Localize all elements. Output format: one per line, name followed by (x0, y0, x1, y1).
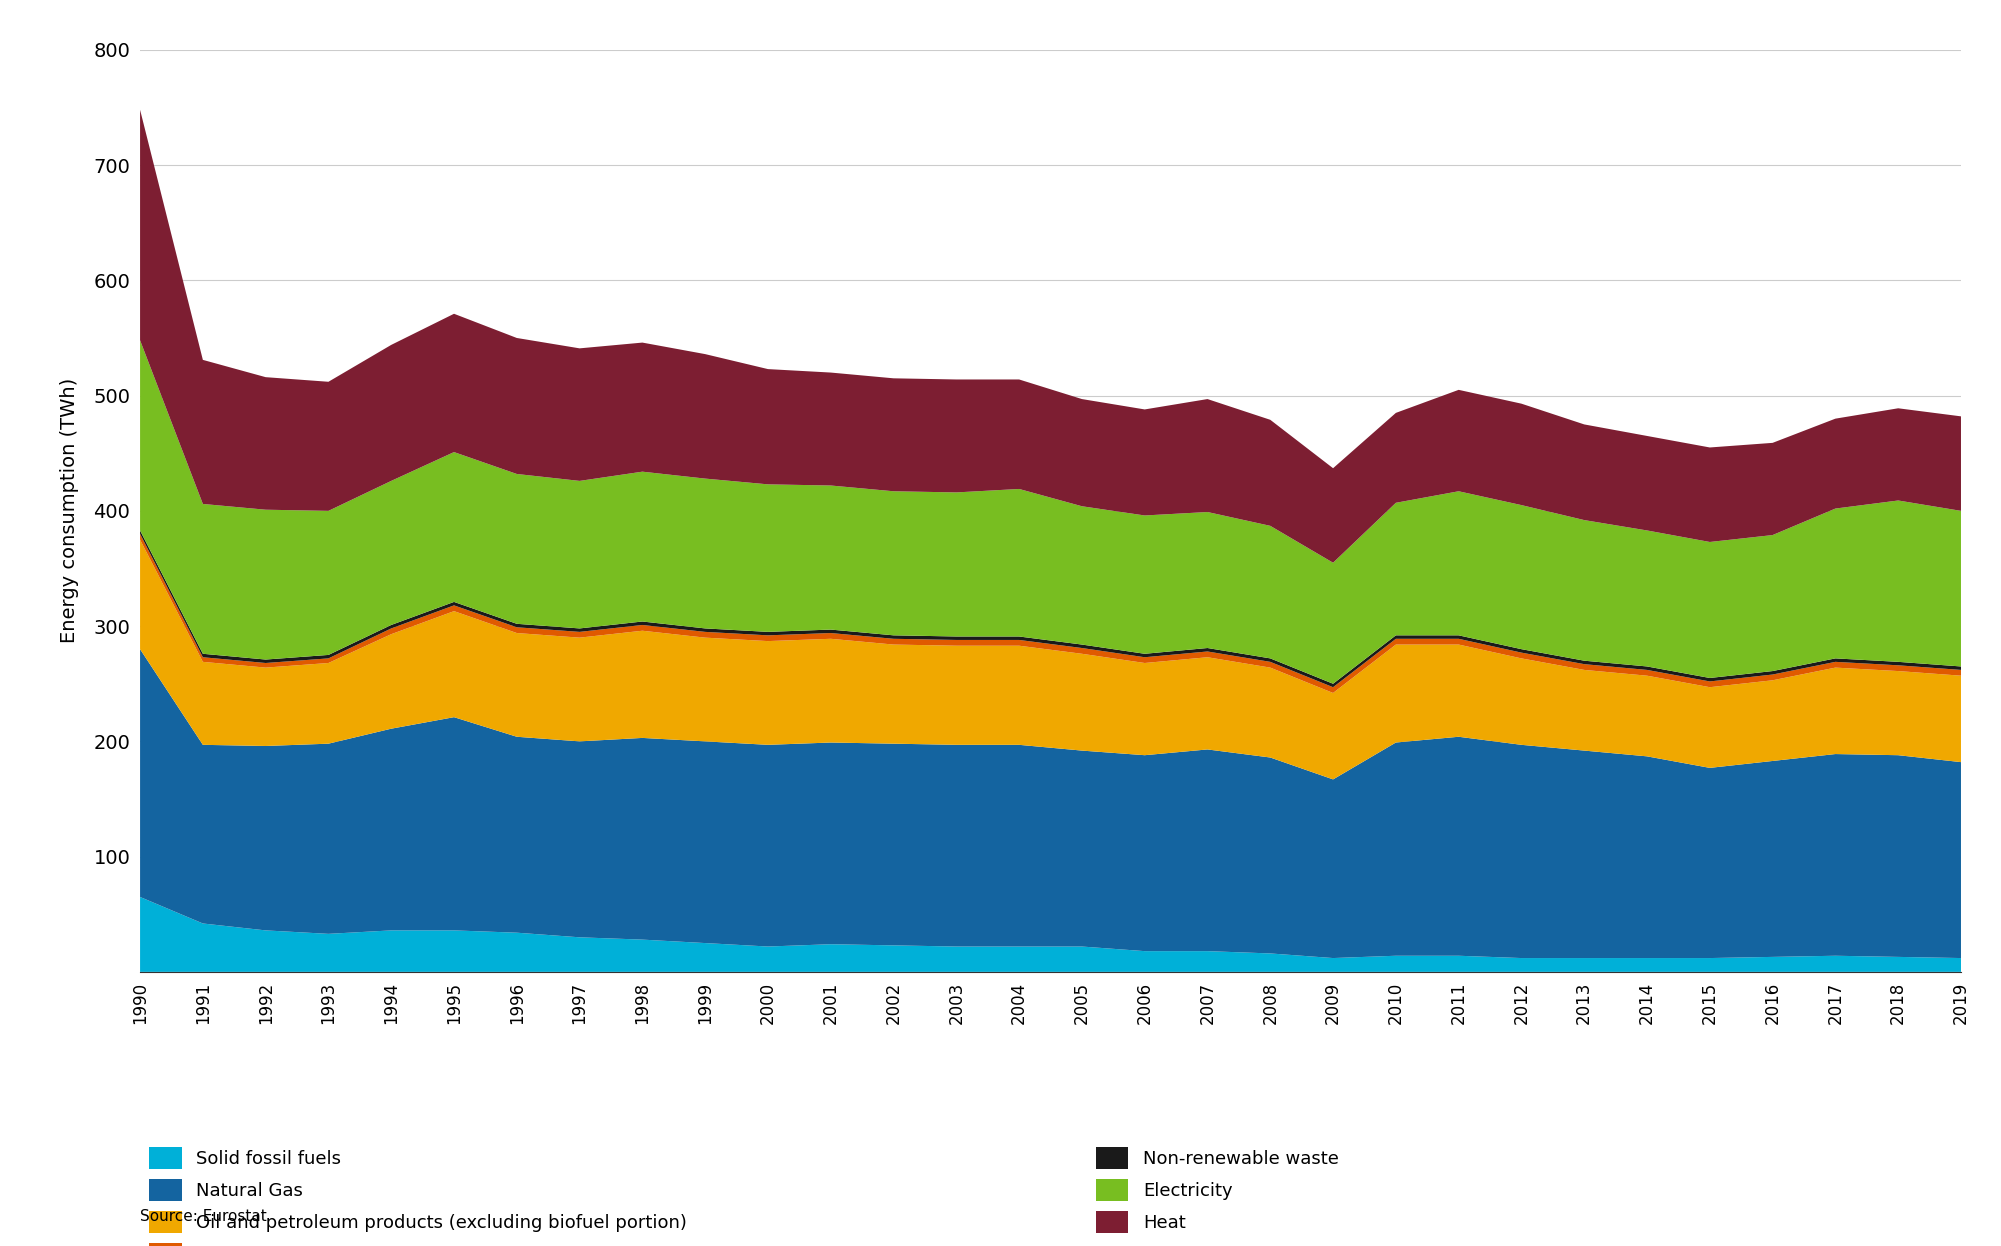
Legend: Non-renewable waste, Electricity, Heat: Non-renewable waste, Electricity, Heat (1097, 1146, 1339, 1232)
Text: Source: Eurostat: Source: Eurostat (140, 1209, 266, 1224)
Y-axis label: Energy consumption (TWh): Energy consumption (TWh) (60, 379, 80, 643)
